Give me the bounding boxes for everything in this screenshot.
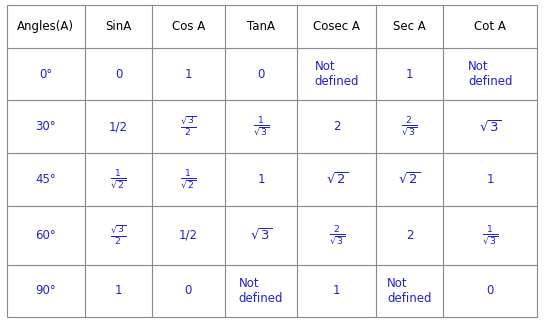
Text: Cos A: Cos A xyxy=(172,20,205,33)
Text: 0: 0 xyxy=(115,68,122,80)
Text: $\frac{1}{\sqrt{2}}$: $\frac{1}{\sqrt{2}}$ xyxy=(180,167,196,191)
Text: 1: 1 xyxy=(184,68,192,80)
Text: TanA: TanA xyxy=(247,20,275,33)
Text: 1: 1 xyxy=(115,284,122,298)
Text: $\sqrt{2}$: $\sqrt{2}$ xyxy=(326,172,348,187)
Text: 0°: 0° xyxy=(39,68,52,80)
Text: $\sqrt{3}$: $\sqrt{3}$ xyxy=(250,228,272,243)
Text: 0: 0 xyxy=(486,284,494,298)
Text: 60°: 60° xyxy=(35,229,56,242)
Text: 2: 2 xyxy=(333,120,341,133)
Text: $\frac{1}{\sqrt{3}}$: $\frac{1}{\sqrt{3}}$ xyxy=(482,223,498,247)
Text: $\sqrt{3}$: $\sqrt{3}$ xyxy=(479,119,502,134)
Text: 0: 0 xyxy=(257,68,265,80)
Text: Not
defined: Not defined xyxy=(468,60,512,88)
Text: 1: 1 xyxy=(486,173,494,186)
Text: $\frac{2}{\sqrt{3}}$: $\frac{2}{\sqrt{3}}$ xyxy=(329,223,345,247)
Text: Cosec A: Cosec A xyxy=(313,20,360,33)
Text: Sec A: Sec A xyxy=(393,20,426,33)
Text: $\frac{1}{\sqrt{3}}$: $\frac{1}{\sqrt{3}}$ xyxy=(253,115,269,138)
Text: $\frac{1}{\sqrt{2}}$: $\frac{1}{\sqrt{2}}$ xyxy=(110,167,127,191)
Text: Angles(A): Angles(A) xyxy=(17,20,75,33)
Text: Not
defined: Not defined xyxy=(239,277,283,305)
Text: SinA: SinA xyxy=(106,20,132,33)
Text: 30°: 30° xyxy=(35,120,56,133)
Text: 90°: 90° xyxy=(35,284,56,298)
Text: 1: 1 xyxy=(257,173,265,186)
Text: 1: 1 xyxy=(406,68,413,80)
Text: 2: 2 xyxy=(406,229,413,242)
Text: Cot A: Cot A xyxy=(474,20,506,33)
Text: Not
defined: Not defined xyxy=(387,277,432,305)
Text: 45°: 45° xyxy=(35,173,56,186)
Text: Not
defined: Not defined xyxy=(314,60,359,88)
Text: $\frac{\sqrt{3}}{2}$: $\frac{\sqrt{3}}{2}$ xyxy=(180,115,196,138)
Text: $\frac{2}{\sqrt{3}}$: $\frac{2}{\sqrt{3}}$ xyxy=(401,115,418,138)
Text: 1/2: 1/2 xyxy=(109,120,128,133)
Text: 1: 1 xyxy=(333,284,341,298)
Text: 1/2: 1/2 xyxy=(179,229,198,242)
Text: $\sqrt{2}$: $\sqrt{2}$ xyxy=(398,172,421,187)
Text: 0: 0 xyxy=(185,284,192,298)
Text: $\frac{\sqrt{3}}{2}$: $\frac{\sqrt{3}}{2}$ xyxy=(110,223,127,247)
